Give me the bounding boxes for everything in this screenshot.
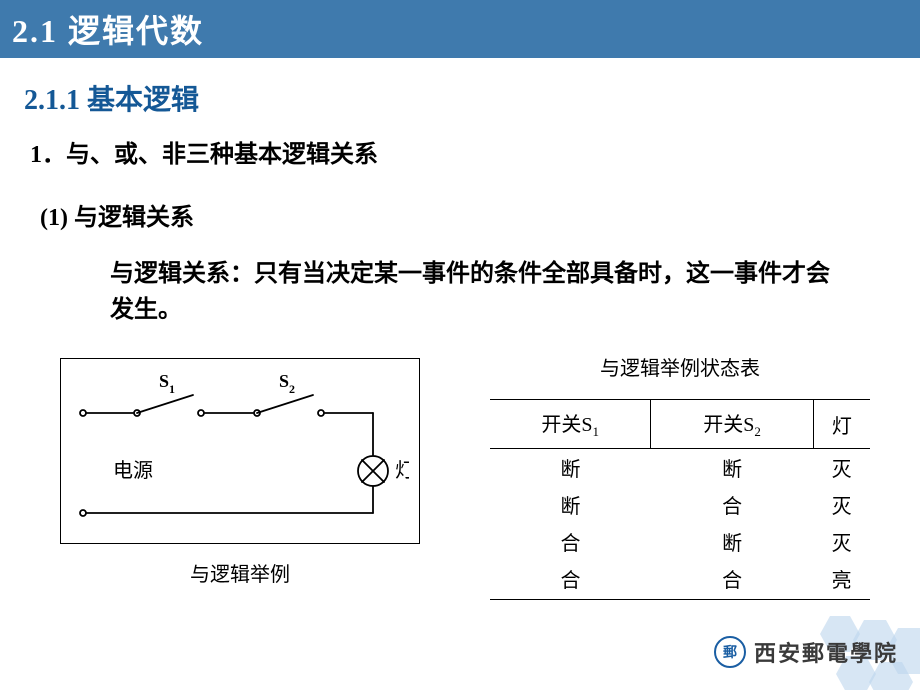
circuit-figure: S1 S2 电源 灯 与逻辑举例: [60, 358, 420, 600]
table-cell: 合: [490, 523, 651, 560]
slide-content: 2.1.1 基本逻辑 1．与、或、非三种基本逻辑关系 (1) 与逻辑关系 与逻辑…: [0, 58, 920, 600]
table-cell: 合: [651, 560, 813, 600]
table-cell: 亮: [813, 560, 870, 600]
svg-text:S1: S1: [159, 373, 175, 396]
svg-text:灯: 灯: [395, 459, 409, 482]
table-header-row: 开关S1 开关S2 灯: [490, 400, 870, 449]
figure-table-row: S1 S2 电源 灯 与逻辑举例 与逻辑举例状态表 开关S1 开关S2 灯: [60, 358, 890, 600]
circuit-diagram-svg: S1 S2 电源 灯: [73, 373, 409, 523]
table-row: 合 合 亮: [490, 560, 870, 600]
table-row: 合 断 灭: [490, 523, 870, 560]
logo-text: 西安郵電學院: [754, 636, 898, 668]
table-cell: 断: [490, 486, 651, 523]
definition-text: 与逻辑关系：只有当决定某一事件的条件全部具备时，这一事件才会发生。: [110, 256, 830, 328]
table-caption: 与逻辑举例状态表: [490, 352, 870, 381]
institution-logo: 郵 西安郵電學院: [714, 636, 898, 668]
table-cell: 断: [490, 449, 651, 487]
logo-icon: 郵: [714, 636, 746, 668]
table-row: 断 断 灭: [490, 449, 870, 487]
table-cell: 合: [651, 486, 813, 523]
circuit-caption: 与逻辑举例: [60, 558, 420, 587]
table-cell: 灭: [813, 523, 870, 560]
table-header: 开关S1: [490, 400, 651, 449]
table-cell: 灭: [813, 486, 870, 523]
table-header: 灯: [813, 400, 870, 449]
item-heading: (1) 与逻辑关系: [40, 197, 890, 232]
svg-text:S2: S2: [279, 373, 295, 396]
table-cell: 断: [651, 449, 813, 487]
table-cell: 合: [490, 560, 651, 600]
state-table: 开关S1 开关S2 灯 断 断 灭 断 合 灭: [490, 399, 870, 600]
state-table-block: 与逻辑举例状态表 开关S1 开关S2 灯 断 断 灭: [490, 358, 870, 600]
numbered-heading: 1．与、或、非三种基本逻辑关系: [30, 134, 890, 169]
sub-heading: 2.1.1 基本逻辑: [24, 78, 890, 118]
table-row: 断 合 灭: [490, 486, 870, 523]
table-cell: 灭: [813, 449, 870, 487]
svg-text:电源: 电源: [113, 459, 153, 482]
circuit-border: S1 S2 电源 灯: [60, 358, 420, 544]
slide-title: 2.1 逻辑代数: [0, 0, 920, 58]
table-header: 开关S2: [651, 400, 813, 449]
table-cell: 断: [651, 523, 813, 560]
